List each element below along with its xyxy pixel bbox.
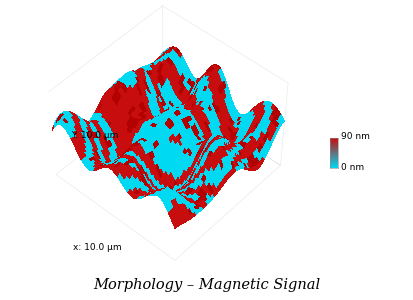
Text: Morphology – Magnetic Signal: Morphology – Magnetic Signal: [93, 278, 320, 292]
Text: 0 nm: 0 nm: [341, 163, 364, 172]
Text: 90 nm: 90 nm: [341, 132, 370, 141]
